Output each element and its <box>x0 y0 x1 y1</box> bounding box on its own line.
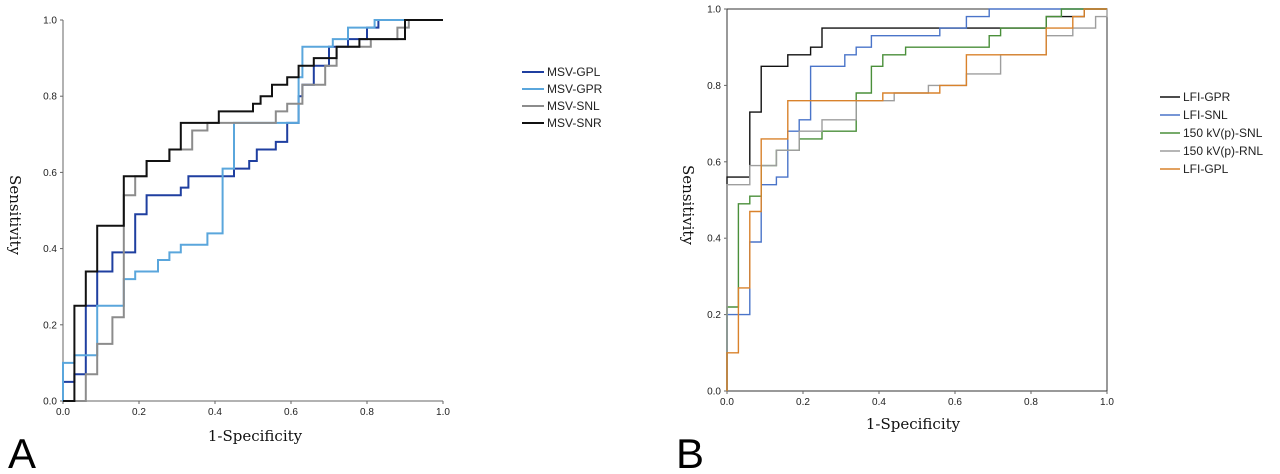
y-tick-label: 0.6 <box>707 157 721 168</box>
y-axis-label: Sensitivity <box>679 165 697 245</box>
legend-label: MSV-GPL <box>547 65 601 79</box>
y-tick-label: 1.0 <box>707 5 721 16</box>
legend-label: LFI-GPR <box>1183 90 1231 104</box>
legend-label: MSV-GPR <box>547 82 603 96</box>
legend-label: LFI-SNL <box>1183 108 1228 122</box>
y-tick-label: 0.8 <box>43 92 57 103</box>
series-line-lfi-snl <box>726 8 1107 391</box>
x-axis-label: 1-Specificity <box>866 415 961 433</box>
y-tick-label: 0.6 <box>43 168 57 179</box>
series-line-msv-snl <box>63 19 443 402</box>
x-tick-label: 0.6 <box>948 397 962 408</box>
y-axis-label: Sensitivity <box>6 175 24 255</box>
x-tick-label: 0.0 <box>56 407 70 418</box>
series-line-msv-gpr <box>62 19 443 401</box>
y-tick-label: 0.8 <box>707 81 721 92</box>
x-tick-label: 0.4 <box>872 397 886 408</box>
legend-label: 150 kV(p)-RNL <box>1183 144 1263 158</box>
x-tick-label: 0.8 <box>1024 397 1038 408</box>
series-line-msv-snr <box>63 19 443 402</box>
panel-b: 0.0 0.2 0.4 0.6 0.8 1.0 0.0 0.2 0.4 0.6 0.8 1.0 1-Sp… <box>676 5 1263 474</box>
y-tick-label: 0.4 <box>707 234 721 245</box>
panel-a: 0.0 0.2 0.4 0.6 0.8 1.0 0.0 0.2 0.4 0.6 0.8 1.0 1-Sp… <box>6 16 603 474</box>
x-tick-label: 0.4 <box>208 407 222 418</box>
y-tick-label: 0.0 <box>43 397 57 408</box>
x-tick-label: 0.2 <box>796 397 810 408</box>
legend-label: LFI-GPL <box>1183 162 1229 176</box>
x-tick-label: 0.8 <box>360 407 374 418</box>
x-tick-label: 0.0 <box>720 397 734 408</box>
x-tick-label: 1.0 <box>1100 397 1114 408</box>
y-tick-label: 1.0 <box>43 16 57 27</box>
panel-letter: B <box>676 430 704 474</box>
x-tick-label: 0.2 <box>132 407 146 418</box>
series-line-150-kv-p-snl <box>726 8 1107 391</box>
series-line-lfi-gpr <box>726 8 1107 391</box>
legend-label: MSV-SNR <box>547 116 602 130</box>
series-line-lfi-gpl <box>726 8 1107 391</box>
legend-label: 150 kV(p)-SNL <box>1183 126 1263 140</box>
y-tick-label: 0.2 <box>707 310 721 321</box>
x-tick-label: 0.6 <box>284 407 298 418</box>
y-tick-label: 0.4 <box>43 244 57 255</box>
series-line-msv-gpl <box>62 19 443 401</box>
x-tick-label: 1.0 <box>436 407 450 418</box>
x-axis-label: 1-Specificity <box>208 427 303 445</box>
y-tick-label: 0.2 <box>43 320 57 331</box>
y-tick-label: 0.0 <box>707 387 721 398</box>
panel-letter: A <box>8 430 36 474</box>
legend-label: MSV-SNL <box>547 99 600 113</box>
